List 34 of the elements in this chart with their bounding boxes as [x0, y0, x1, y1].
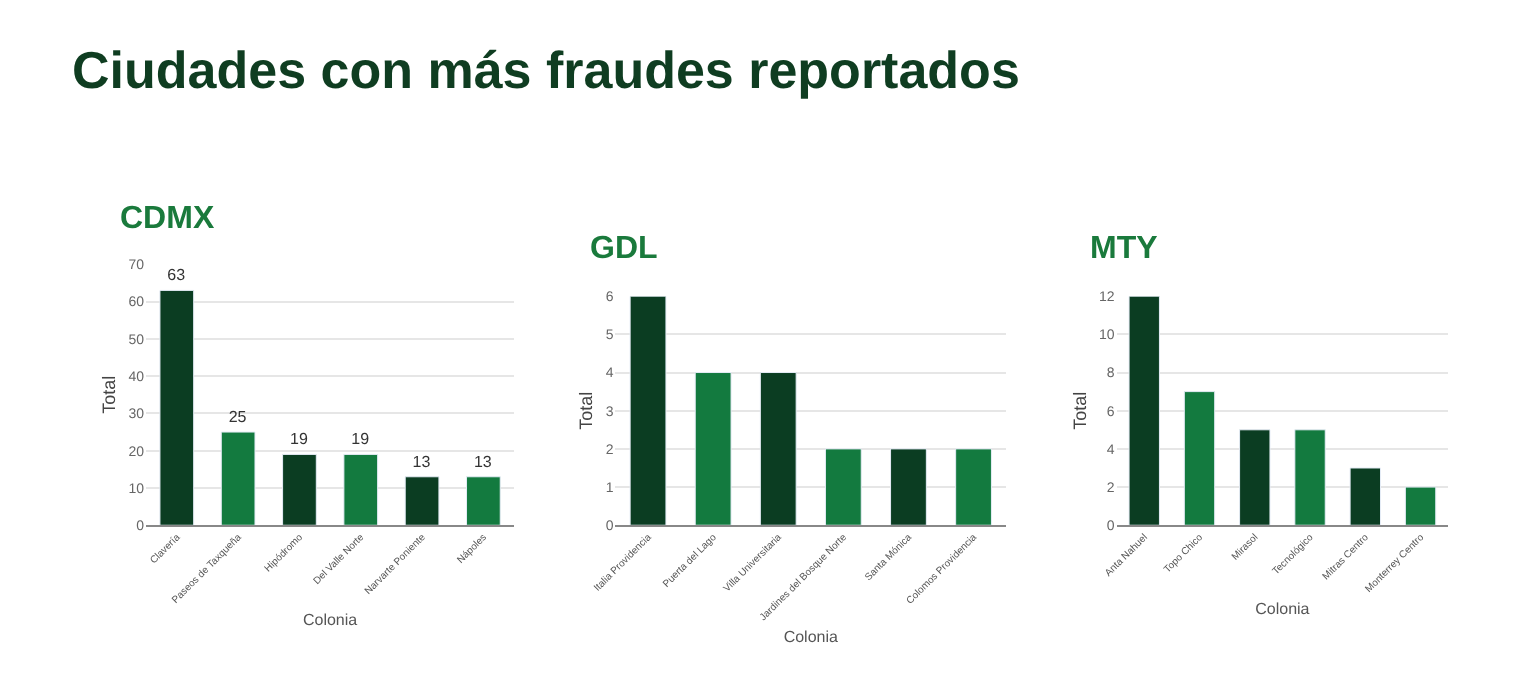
bar	[1404, 486, 1437, 526]
bar	[466, 476, 501, 526]
text: Ciudades con más fraudes reportados	[72, 40, 1020, 100]
data-label: 63	[167, 266, 187, 285]
data-label: 13	[473, 452, 493, 471]
bar	[629, 296, 667, 526]
y-axis-title: Total	[99, 375, 120, 414]
x-axis-title: Colonia	[1255, 599, 1311, 618]
data-label: 19	[351, 430, 371, 449]
bar	[220, 431, 256, 526]
x-axis-title: Colonia	[302, 610, 359, 629]
bar	[1239, 429, 1271, 526]
data-label: 19	[290, 430, 309, 449]
x-axis-title: Colonia	[783, 628, 840, 647]
bar	[343, 453, 379, 526]
bar	[890, 448, 927, 526]
bar	[159, 289, 195, 526]
chart-title: CDMX	[120, 202, 215, 236]
bar	[1294, 429, 1326, 526]
chart-title: MTY	[1090, 232, 1159, 266]
bar	[1349, 467, 1381, 526]
bar	[824, 448, 862, 526]
bar	[759, 372, 797, 526]
y-axis-title: Total	[1069, 391, 1090, 430]
bar	[955, 448, 992, 526]
data-label: 13	[412, 452, 432, 471]
bar	[694, 372, 732, 526]
y-axis-title: Total	[576, 391, 597, 430]
bar	[1183, 391, 1216, 526]
chart-title: GDL	[590, 232, 658, 266]
bar	[404, 476, 440, 526]
bar	[1128, 296, 1160, 526]
data-label: 25	[228, 408, 248, 427]
bar	[282, 453, 317, 526]
